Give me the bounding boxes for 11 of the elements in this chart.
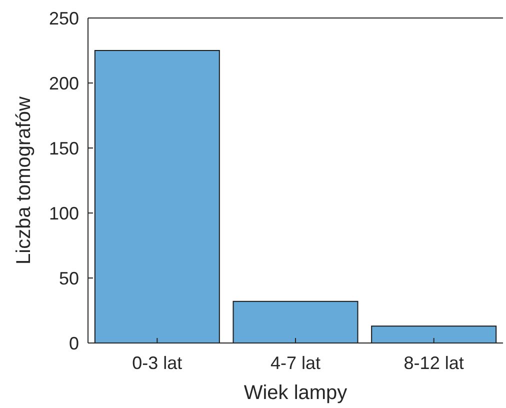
y-tick-label: 150 — [48, 138, 79, 158]
y-tick-label: 100 — [48, 203, 79, 224]
x-tick-label: 4-7 lat — [270, 353, 321, 373]
x-tick-label: 0-3 lat — [132, 353, 182, 373]
x-tick-label: 8-12 lat — [404, 353, 464, 373]
y-tick-label: 0 — [68, 333, 79, 354]
y-axis-title: Liczba tomografów — [13, 96, 35, 264]
y-tick-label: 250 — [48, 8, 79, 28]
y-tick-label: 200 — [48, 73, 79, 94]
x-axis-title: Wiek lampy — [244, 382, 348, 404]
y-tick-label: 50 — [58, 268, 79, 288]
